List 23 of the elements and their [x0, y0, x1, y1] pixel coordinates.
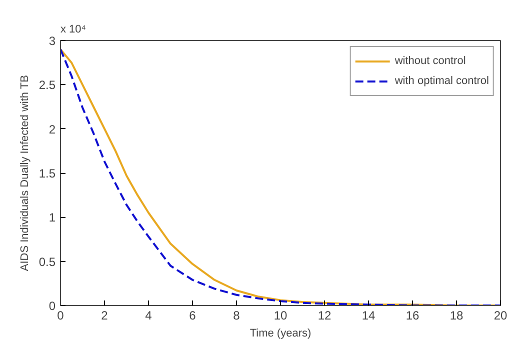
- y-tick-label: 2.5: [38, 78, 56, 92]
- x-tick-label: 2: [101, 308, 108, 322]
- legend-label: without control: [394, 55, 466, 67]
- x-tick-label: 10: [274, 308, 288, 322]
- y-tick-label: 0: [48, 299, 56, 313]
- text: x 10⁴: [60, 24, 86, 36]
- x-tick-label: 14: [362, 308, 376, 322]
- x-tick-label: 16: [406, 308, 420, 322]
- y-tick-label: 3: [48, 34, 56, 48]
- x-tick-label: 8: [233, 308, 240, 322]
- x-tick-label: 0: [57, 308, 64, 322]
- x-tick-label: 18: [450, 308, 464, 322]
- x-tick-label: 20: [494, 308, 508, 322]
- x-axis-title: Time (years): [250, 328, 312, 340]
- y-tick-label: 1.5: [38, 166, 56, 180]
- y-axis-title: AIDS Individuals Dually Infected with TB: [18, 75, 31, 272]
- x-tick-label: 4: [145, 308, 152, 322]
- x-tick-label: 12: [318, 308, 332, 322]
- legend-label: with optimal control: [394, 75, 489, 87]
- y-tick-label: 2: [48, 122, 56, 136]
- x-tick-label: 6: [189, 308, 196, 322]
- y-tick-label: 0.5: [38, 254, 56, 269]
- y-tick-label: 1: [48, 210, 56, 225]
